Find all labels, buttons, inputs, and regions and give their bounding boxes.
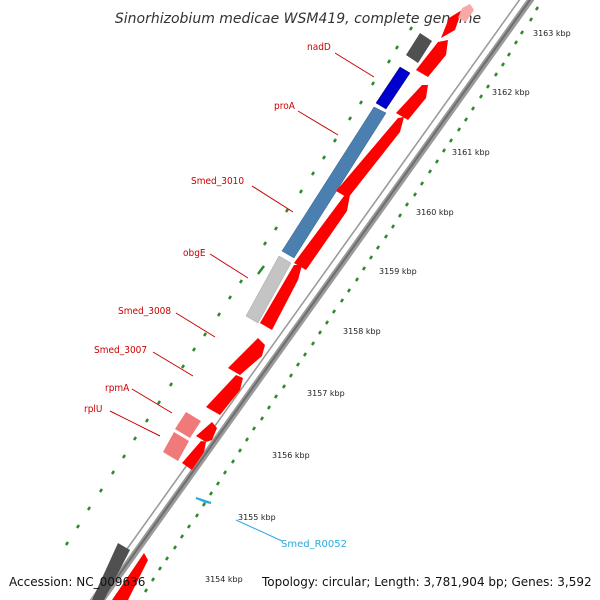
- gene-arrow-9[interactable]: [196, 422, 217, 442]
- kbp-label: 3159 kbp: [379, 267, 417, 276]
- rna-leader-line: [235, 519, 283, 542]
- gene-gray-top-block[interactable]: [406, 33, 432, 63]
- kbp-label: 3160 kbp: [416, 208, 454, 217]
- kbp-label: 3157 kbp: [307, 389, 345, 398]
- right-ticks: [143, 6, 540, 593]
- gene-arrow-3[interactable]: [396, 85, 428, 120]
- left-track: [92, 33, 432, 600]
- gene-label-rpmA[interactable]: rpmA: [105, 383, 130, 394]
- kbp-label: 3154 kbp: [205, 575, 243, 584]
- gene-arrow-11[interactable]: [112, 553, 148, 600]
- left-ticks: [64, 26, 414, 546]
- gene-arrow-1[interactable]: [441, 10, 462, 38]
- gene-arrow-10[interactable]: [182, 441, 206, 470]
- gene-proA-block[interactable]: [281, 106, 387, 259]
- kbp-label: 3161 kbp: [452, 148, 490, 157]
- gene-arrow-top-pink[interactable]: [458, 4, 474, 22]
- gene-arrow-4[interactable]: [336, 117, 404, 198]
- gene-rpmA-block[interactable]: [175, 412, 201, 438]
- gene-arrow-5[interactable]: [294, 195, 350, 270]
- gene-labels: nadD proA Smed_3010 obgE Smed_3008 Smed_…: [84, 42, 347, 550]
- rna-marker[interactable]: [195, 497, 212, 504]
- gene-arrow-2[interactable]: [416, 40, 448, 77]
- gene-obgE-block[interactable]: [245, 255, 292, 324]
- accession-text: Accession: NC_009636: [9, 575, 145, 589]
- map-title: Sinorhizobium medicae WSM419, complete g…: [115, 11, 481, 27]
- gene-label-rplU[interactable]: rplU: [84, 404, 103, 415]
- gene-arrow-7[interactable]: [228, 338, 265, 375]
- gene-arrow-8[interactable]: [206, 375, 243, 415]
- kbp-scale: 3163 kbp 3162 kbp 3161 kbp 3160 kbp 3159…: [205, 29, 571, 584]
- kbp-label: 3156 kbp: [272, 451, 310, 460]
- summary-text: Topology: circular; Length: 3,781,904 bp…: [261, 575, 592, 589]
- gene-label-Smed_3010[interactable]: Smed_3010: [191, 176, 244, 187]
- kbp-label: 3163 kbp: [533, 29, 571, 38]
- kbp-label: 3155 kbp: [238, 513, 276, 522]
- gene-label-proA[interactable]: proA: [274, 101, 296, 112]
- gene-rplU-block[interactable]: [163, 432, 189, 461]
- leader-lines: [109, 52, 375, 437]
- gene-nadD-block[interactable]: [375, 66, 411, 110]
- forward-track: [112, 4, 474, 600]
- gene-label-nadD[interactable]: nadD: [307, 42, 331, 53]
- gene-gray-bottom-block[interactable]: [92, 543, 130, 600]
- gene-label-obgE[interactable]: obgE: [183, 248, 206, 259]
- gene-label-Smed_3008[interactable]: Smed_3008: [118, 306, 171, 317]
- gene-arrow-6[interactable]: [260, 265, 302, 330]
- kbp-label: 3158 kbp: [343, 327, 381, 336]
- rna-label-Smed_R0052[interactable]: Smed_R0052: [281, 539, 347, 550]
- kbp-label: 3162 kbp: [492, 88, 530, 97]
- gene-label-Smed_3007[interactable]: Smed_3007: [94, 345, 147, 356]
- backbone: [89, 0, 535, 600]
